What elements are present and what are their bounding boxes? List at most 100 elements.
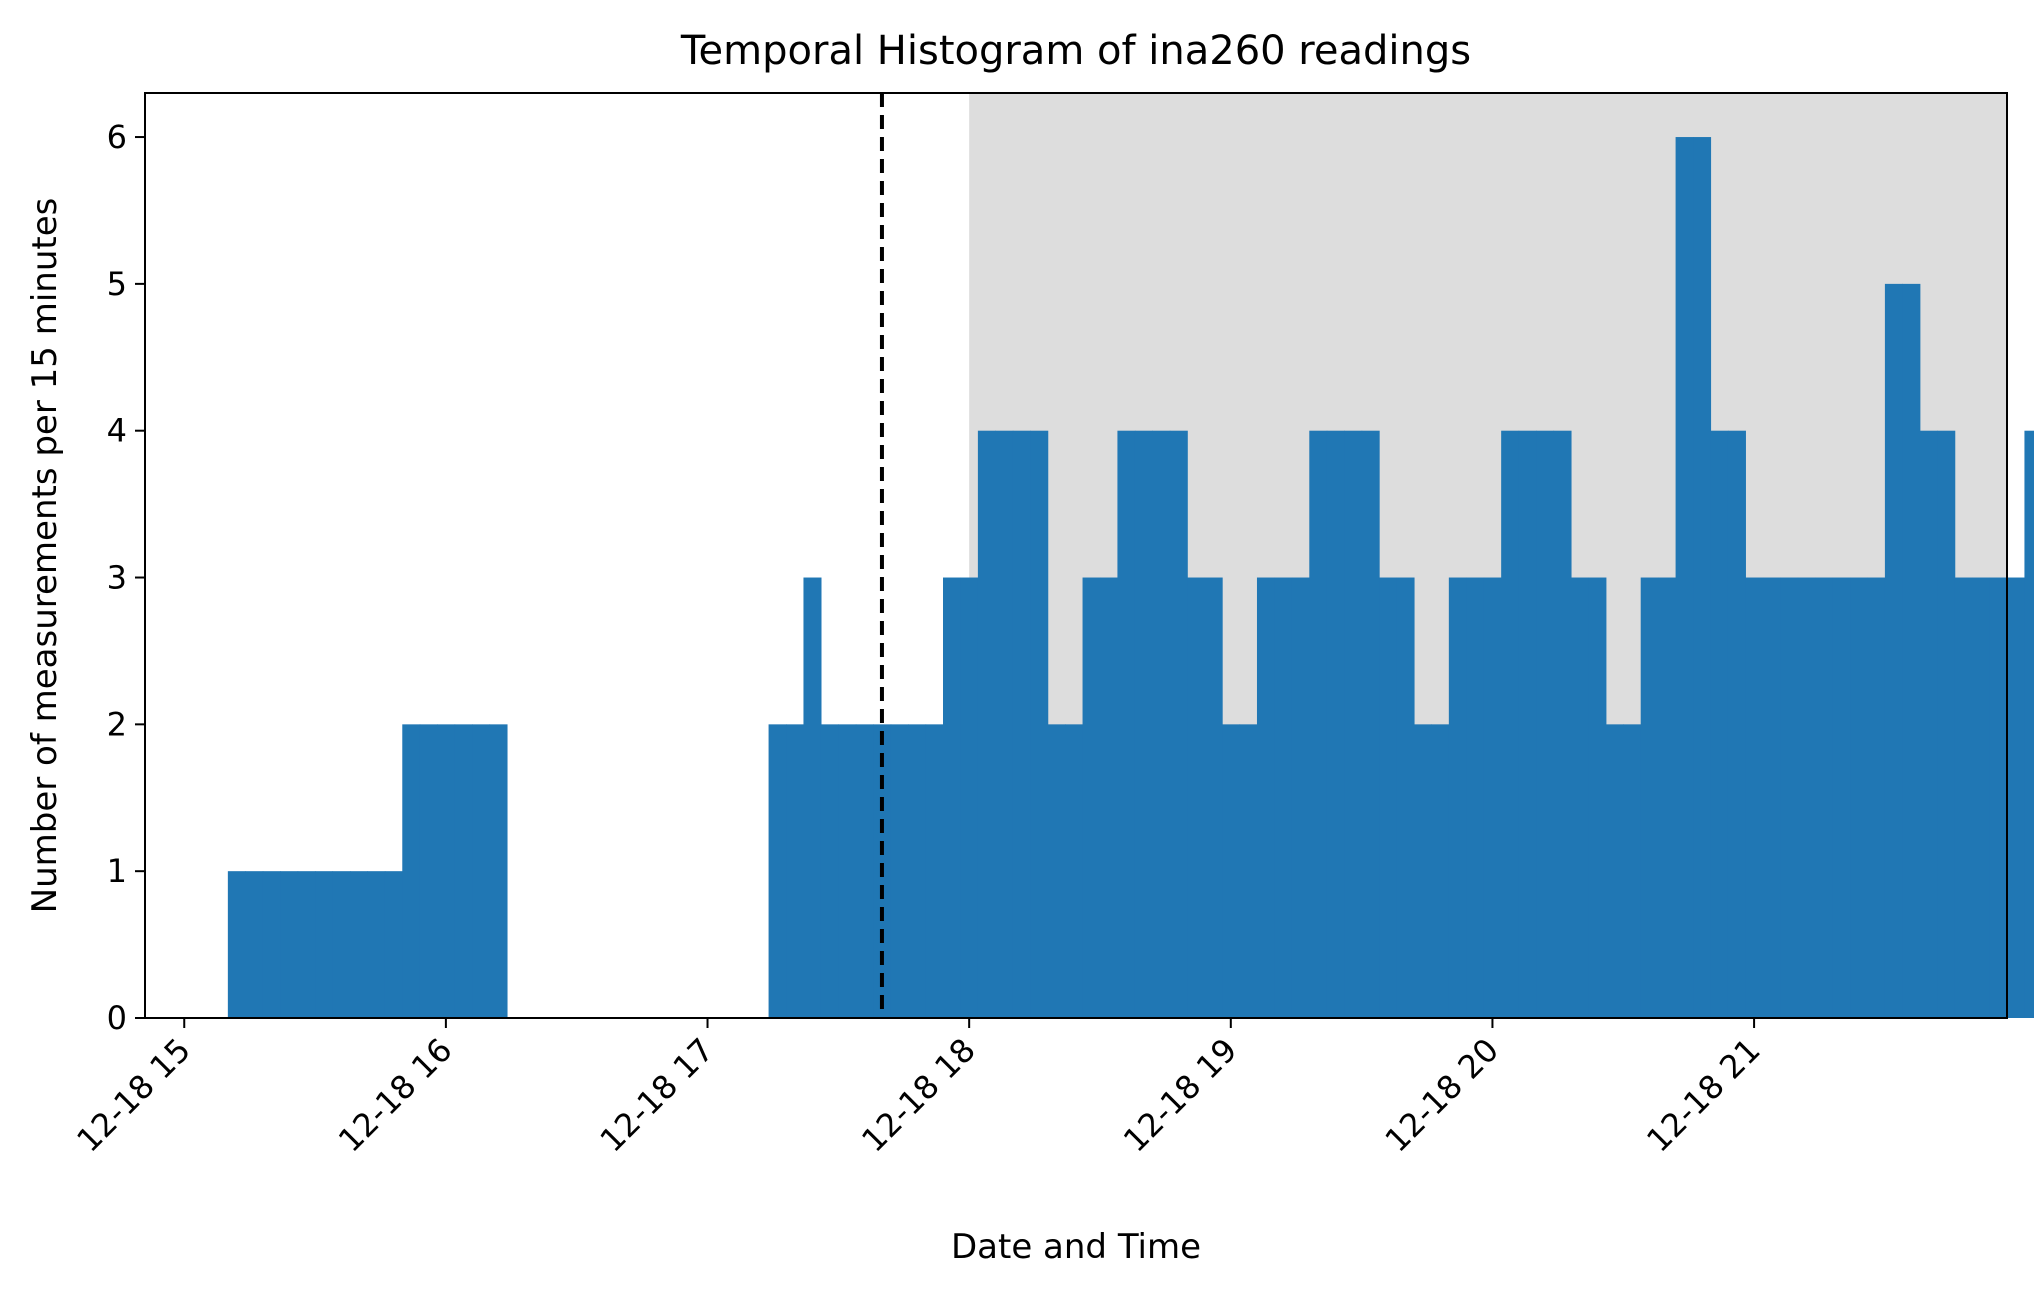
histogram-bar [1361,430,1380,1018]
histogram-bar [925,724,944,1018]
histogram-bar [1727,430,1746,1018]
histogram-bar [2007,577,2026,1018]
histogram-bar [1902,283,1921,1018]
y-axis-ticks: 0 1 2 3 4 5 6 [107,118,145,1037]
histogram-bar [1553,430,1572,1018]
histogram-bar [786,724,805,1018]
histogram-bar [2024,430,2034,1018]
plot-frame [144,92,2008,1019]
histogram-bar [1099,577,1119,1018]
histogram-bar [1448,577,1467,1018]
x-axis-label: Date and Time [951,1227,1201,1267]
histogram-bar [454,724,473,1018]
histogram-bar [1413,724,1432,1018]
histogram-bar [1693,137,1712,1019]
histogram-bar [349,871,368,1018]
histogram-bar [1780,577,1799,1018]
histogram-bar [1431,724,1450,1018]
histogram-bar [1884,283,1903,1018]
histogram-bar [1291,577,1310,1018]
histogram-bar [803,577,822,1018]
histogram-bar [943,577,962,1018]
y-tick-label: 4 [107,412,127,450]
histogram-bar [1309,430,1328,1018]
histogram-bar [1239,724,1258,1018]
histogram-bar [1117,430,1136,1018]
y-tick-label: 5 [107,265,127,303]
histogram-bar [1710,430,1729,1018]
histogram-bar [838,724,857,1018]
histogram-bar [1867,577,1886,1018]
histogram-bar [1082,577,1101,1018]
histogram-bar [890,724,909,1018]
histogram-bar [227,871,246,1018]
histogram-bar [1605,724,1624,1018]
histogram-bar [1745,577,1764,1018]
histogram-bar [1344,430,1363,1018]
histogram-bar [332,871,351,1018]
histogram-bar [995,430,1014,1018]
histogram-bar [1623,724,1642,1018]
histogram-bar [1640,577,1659,1018]
histogram-bar [489,724,508,1018]
histogram-bar [855,724,874,1018]
histogram-bar [977,430,996,1018]
histogram-bar [1762,577,1781,1018]
histogram-bar [1274,577,1293,1018]
histogram-bar [1570,577,1589,1018]
histogram-bar [402,724,421,1018]
histogram-bar [1675,137,1694,1019]
histogram-bar [472,724,491,1018]
histogram-bar [1204,577,1223,1018]
histogram-bar [1169,430,1188,1018]
histogram-bar [1047,724,1066,1018]
histogram-bar [419,724,438,1018]
histogram-bar [820,724,839,1018]
histogram-bar [1152,430,1171,1018]
histogram-bar [297,871,316,1018]
histogram-bar [1972,577,1991,1018]
histogram-bar [1658,577,1677,1018]
histogram-bar [262,871,281,1018]
histogram-bar [1850,577,1869,1018]
histogram-bar [1256,577,1276,1018]
histogram-bar [1030,430,1049,1018]
histogram-bar [1989,577,2008,1018]
y-tick-label: 3 [107,559,127,597]
chart-title: Temporal Histogram of ina260 readings [680,28,1471,74]
histogram-bar [1379,577,1398,1018]
histogram-bar [315,871,334,1018]
histogram-bar [960,577,979,1018]
y-tick-label: 6 [107,118,127,156]
histogram-bar [1501,430,1520,1018]
histogram-bar [1326,430,1345,1018]
histogram-bar [1396,577,1415,1018]
histogram-bar [1954,577,1973,1018]
y-tick-label: 1 [107,852,127,890]
histogram-bar [1815,577,1834,1018]
histogram-bar [1919,430,1938,1018]
histogram-bar [437,724,456,1018]
histogram-bar [1832,577,1851,1018]
histogram-bar [1483,577,1502,1018]
histogram-bar [245,871,264,1018]
histogram-bar [768,724,787,1018]
y-axis-label: Number of measurements per 15 minutes [25,198,65,914]
y-tick-label: 2 [107,705,127,743]
histogram-bar [1937,430,1956,1018]
histogram-bar [1536,430,1555,1018]
histogram-bar [908,724,927,1018]
histogram-bar [367,871,386,1018]
histogram-bar [1797,577,1816,1018]
histogram-bar [280,871,299,1018]
histogram-bar [384,871,403,1018]
histogram-bar [1134,430,1153,1018]
bars-group [227,137,2034,1019]
histogram-bar [1012,430,1031,1018]
histogram-bar [1518,430,1537,1018]
histogram-bar [1187,577,1206,1018]
histogram-bar [1222,724,1241,1018]
histogram-bar [1588,577,1607,1018]
histogram-bar [1466,577,1485,1018]
